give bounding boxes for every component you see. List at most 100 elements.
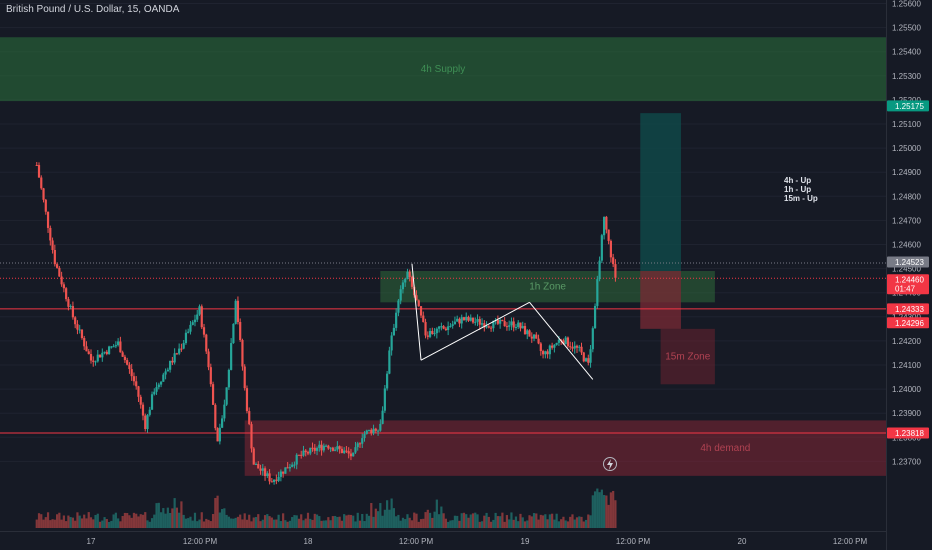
price-label-box xyxy=(887,100,929,112)
candle-body xyxy=(584,358,588,362)
candle-body xyxy=(591,328,594,350)
candle-body xyxy=(415,295,418,301)
candle-body xyxy=(447,326,450,330)
volume-bar xyxy=(451,520,454,528)
volume-bar xyxy=(343,514,346,528)
volume-bar xyxy=(184,518,188,528)
candle-body xyxy=(164,371,167,375)
volume-bar xyxy=(223,508,226,528)
volume-bar xyxy=(347,514,350,528)
candle-body xyxy=(128,364,131,370)
volume-bar xyxy=(453,515,457,528)
candle-body xyxy=(117,341,120,346)
volume-bar xyxy=(361,513,364,528)
candle-body xyxy=(607,229,610,241)
volume-bar xyxy=(503,521,506,528)
volume-bar xyxy=(83,514,86,528)
zone-rect xyxy=(660,328,715,385)
candle-body xyxy=(410,277,414,287)
position-target-zone xyxy=(640,113,681,272)
candle-body xyxy=(266,473,269,477)
candle-body xyxy=(381,410,384,424)
candle-body xyxy=(492,320,495,329)
volume-bar xyxy=(44,517,47,528)
price-label-text: 1.24523 xyxy=(895,258,924,267)
volume-bar xyxy=(110,520,113,528)
x-tick-label: 20 xyxy=(738,537,747,546)
y-tick-label: 1.25400 xyxy=(892,48,921,57)
volume-bar xyxy=(605,495,608,528)
volume-bar xyxy=(225,514,228,528)
volume-bar xyxy=(460,513,463,528)
candle-body xyxy=(295,454,298,465)
candle-body xyxy=(112,346,115,348)
pattern-line xyxy=(420,301,530,361)
candle-body xyxy=(40,177,43,189)
volume-bar xyxy=(438,514,441,528)
volume-bar xyxy=(404,519,407,528)
candle-body xyxy=(284,467,287,474)
candle-body xyxy=(580,346,583,353)
volume-bar xyxy=(169,512,172,528)
candle-body xyxy=(216,428,219,442)
volume-bar xyxy=(370,503,373,528)
candle-body xyxy=(53,250,56,265)
candle-body xyxy=(555,342,558,345)
candle-body xyxy=(440,326,443,328)
candle-body xyxy=(96,354,99,362)
price-label-text: 1.25175 xyxy=(895,102,924,111)
volume-bar xyxy=(268,516,271,528)
candle-body xyxy=(162,374,165,382)
y-tick-label: 1.25000 xyxy=(892,144,921,153)
candle-body xyxy=(200,306,203,328)
x-tick-label: 17 xyxy=(87,537,96,546)
candle-body xyxy=(175,353,178,355)
candle-body xyxy=(114,345,117,347)
candle-body xyxy=(254,464,258,466)
volume-bar xyxy=(444,518,447,528)
candle-body xyxy=(471,317,475,323)
x-tick-label: 19 xyxy=(521,537,530,546)
volume-bar xyxy=(345,515,348,528)
volume-bar xyxy=(408,517,411,528)
volume-bar xyxy=(564,520,567,528)
candle-body xyxy=(155,387,158,392)
candle-body xyxy=(187,331,190,333)
y-tick-label: 1.25100 xyxy=(892,120,921,129)
volume-bar xyxy=(248,514,251,528)
candle-body xyxy=(566,337,570,347)
volume-bar xyxy=(252,517,255,528)
candle-body xyxy=(230,343,233,370)
volume-bar xyxy=(478,521,481,528)
volume-bar xyxy=(596,488,599,528)
volume-bar xyxy=(119,521,122,528)
volume-bar xyxy=(67,515,70,528)
volume-bar xyxy=(126,513,129,528)
volume-bar xyxy=(591,495,594,528)
volume-bar xyxy=(521,517,524,528)
candle-body xyxy=(343,450,346,453)
candle-body xyxy=(166,369,169,372)
volume-bar xyxy=(541,515,545,528)
volume-bar xyxy=(51,519,54,528)
candle-body xyxy=(435,328,438,334)
volume-bar xyxy=(609,492,612,528)
volume-bar xyxy=(234,517,237,528)
volume-bar xyxy=(417,521,420,528)
candle-body xyxy=(110,346,113,348)
candle-body xyxy=(517,322,520,328)
candle-body xyxy=(153,391,156,395)
volume-bar xyxy=(162,508,165,528)
candle-body xyxy=(465,316,468,321)
candle-body xyxy=(119,341,122,353)
volume-bar xyxy=(415,513,418,528)
candle-body xyxy=(58,267,61,277)
volume-bar xyxy=(374,508,377,528)
price-label-box xyxy=(887,427,929,439)
volume-bar xyxy=(60,519,63,528)
y-tick-label: 1.24200 xyxy=(892,337,921,346)
candle-body xyxy=(449,325,452,327)
candle-body xyxy=(426,335,429,337)
y-tick-label: 1.24900 xyxy=(892,168,921,177)
